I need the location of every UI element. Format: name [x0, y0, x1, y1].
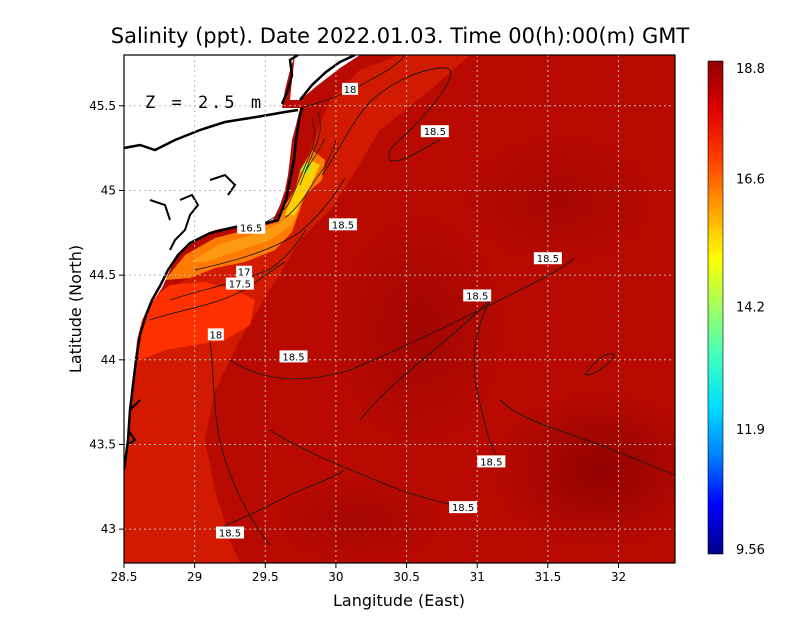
contour-label: 18.5 [424, 127, 446, 138]
contour-label: 18 [209, 330, 222, 341]
contour-label-box [533, 252, 562, 265]
y-axis-label: Latitude (North) [66, 245, 85, 373]
y-tick-label: 44.5 [89, 268, 116, 282]
x-tick-label: 30.5 [393, 570, 420, 584]
contour-line [239, 117, 315, 233]
contour-label-box [225, 277, 254, 290]
contour-line [229, 257, 576, 380]
colorbar-tick-label: 11.9 [736, 423, 765, 438]
contour-label-box [449, 501, 478, 514]
colorbar: 18.8 16.6 14.2 11.9 9.56 [707, 60, 765, 558]
plume-yellow [285, 160, 320, 215]
x-tick-label: 29 [187, 570, 202, 584]
contour-line [304, 137, 326, 173]
colorbar-tick-label: 18.8 [736, 62, 765, 77]
colorbar-tick-label: 9.56 [736, 543, 765, 558]
x-tick-label: 30 [328, 570, 343, 584]
y-axis-ticks: 43 43.5 44 44.5 45 45.5 [89, 99, 124, 536]
coastline [124, 107, 304, 471]
contour-label-box [215, 526, 244, 539]
contour-label: 18.5 [452, 503, 474, 514]
land-mass [124, 55, 300, 470]
contour-line [209, 339, 271, 546]
contour-label-box [463, 289, 492, 302]
sea-deep-patch [330, 210, 510, 450]
contour-label: 18 [344, 85, 357, 96]
contour-line [269, 429, 471, 509]
contour-label-box [420, 125, 449, 138]
contour-label: 18.5 [537, 254, 559, 265]
x-tick-label: 29.5 [252, 570, 279, 584]
chart-title: Salinity (ppt). Date 2022.01.03. Time 00… [111, 24, 690, 48]
sea-deep-patch [270, 475, 450, 563]
gridlines [124, 55, 675, 563]
contour-label: 17 [238, 268, 251, 279]
x-tick-label: 28.5 [111, 570, 138, 584]
contour-label: 18.5 [219, 529, 241, 540]
contour-line [321, 67, 452, 176]
contour-label-box [237, 221, 266, 234]
contour-line [584, 353, 616, 376]
contour-label: 18.5 [480, 457, 502, 468]
contour-label-box [236, 265, 253, 278]
x-axis-label: Langitude (East) [333, 591, 465, 610]
y-tick-label: 45 [101, 183, 116, 197]
y-tick-label: 43.5 [89, 437, 116, 451]
colorbar-tick-label: 14.2 [736, 300, 765, 315]
plume-orange [165, 150, 325, 280]
contour-label-box [279, 350, 308, 363]
contour-label: 18.5 [282, 352, 304, 363]
x-tick-label: 31.5 [534, 570, 561, 584]
colorbar-tick-label: 16.6 [736, 172, 765, 187]
sea-deep-patch [490, 390, 675, 550]
contour-label-box [207, 328, 224, 341]
plot-frame [123, 54, 676, 564]
contour-label: 17.5 [229, 280, 251, 291]
colorbar-ticks: 18.8 16.6 14.2 11.9 9.56 [736, 62, 765, 558]
sea-deep-patch [460, 130, 660, 270]
y-tick-label: 43 [101, 522, 116, 536]
contour-line [194, 177, 346, 271]
contour-label-box [477, 455, 506, 468]
coastline-north [280, 55, 356, 105]
y-tick-label: 45.5 [89, 99, 116, 113]
colorbar-gradient [707, 60, 724, 555]
depth-label: Z = 2.5 m [145, 93, 264, 113]
contour-line [214, 469, 346, 531]
contour-line [169, 229, 307, 301]
contour-line [299, 55, 406, 109]
x-axis-ticks: 28.5 29 29.5 30 30.5 31 31.5 32 [111, 563, 626, 584]
contour-line [499, 399, 675, 476]
contour-label: 16.5 [240, 224, 262, 235]
contour-label-box [342, 82, 359, 95]
x-tick-label: 31 [470, 570, 485, 584]
contour-label: 18.5 [466, 291, 488, 302]
plume-contours [239, 111, 337, 233]
x-tick-label: 32 [611, 570, 626, 584]
plume-near-shore [130, 282, 255, 360]
contour-line [284, 139, 337, 219]
contour-line [149, 261, 286, 321]
y-tick-label: 44 [101, 353, 116, 367]
contour-label: 18.5 [332, 220, 354, 231]
coastline-inlet [126, 173, 237, 446]
contour-label-box [328, 218, 357, 231]
